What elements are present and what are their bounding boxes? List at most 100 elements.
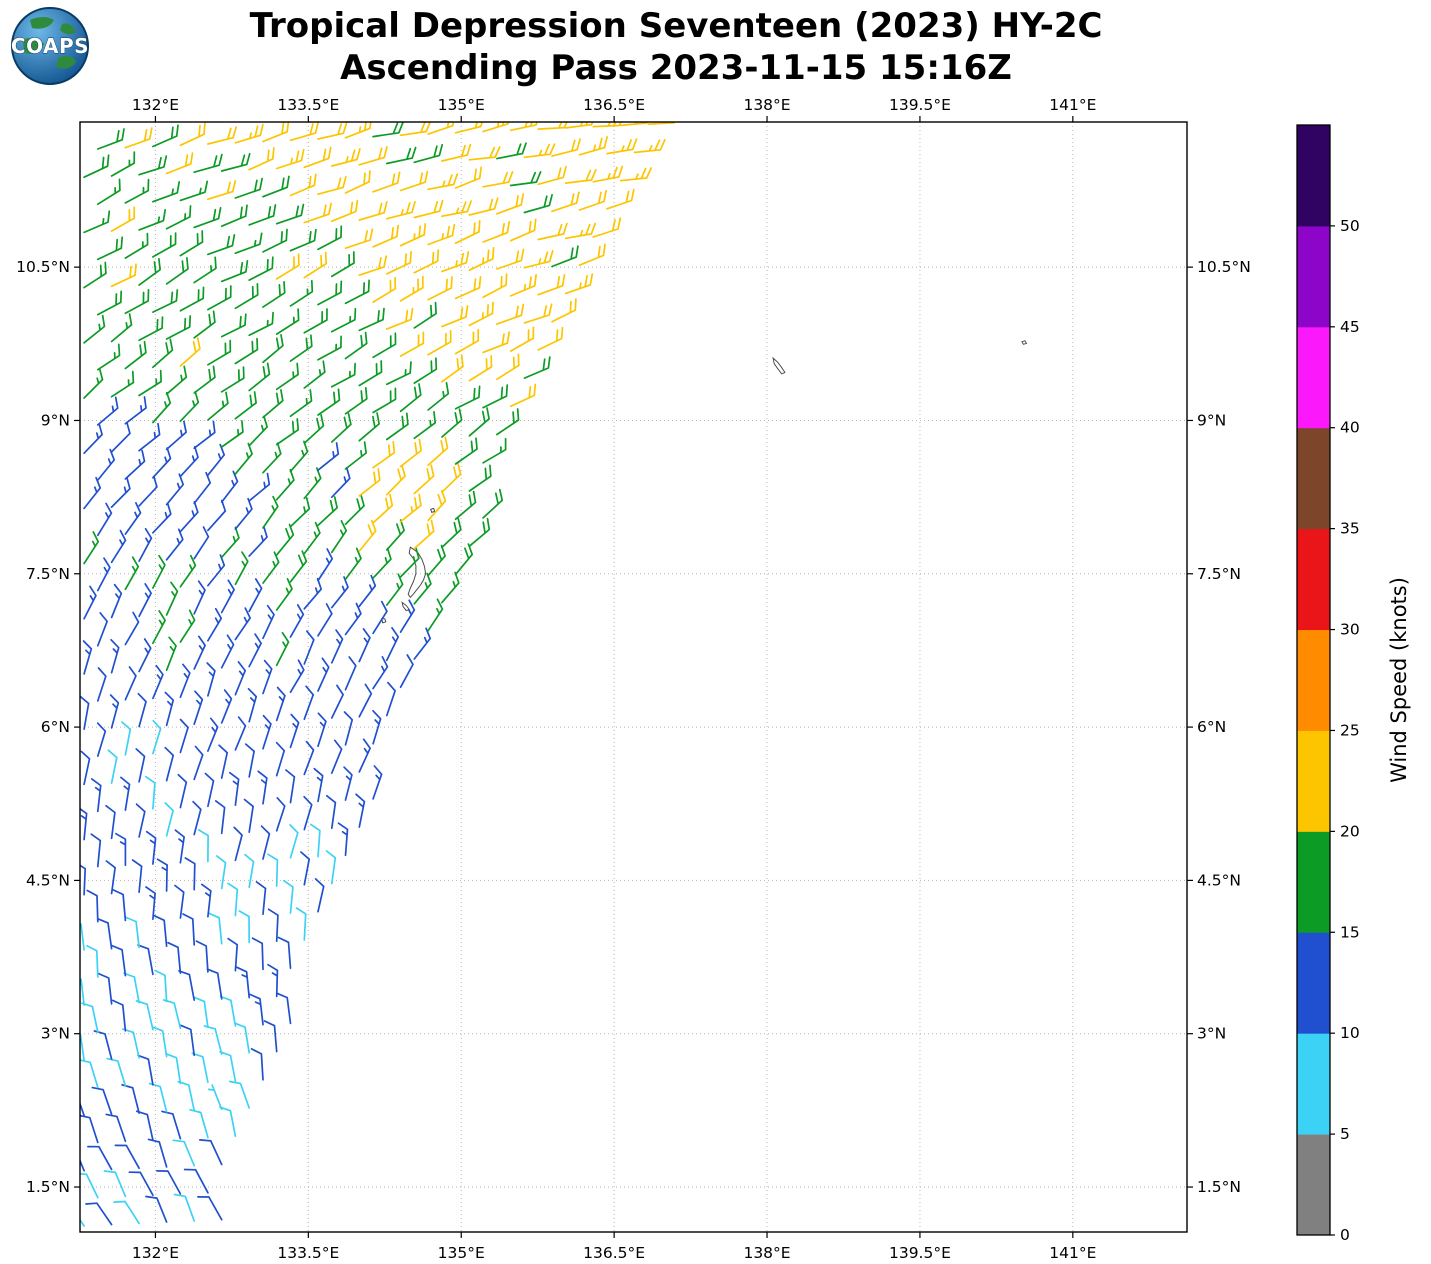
wind-barb: [372, 122, 404, 138]
colorbar-frame: [1296, 124, 1331, 1236]
y-tick-label-right: 9°N: [1197, 411, 1226, 429]
wind-barb: [96, 290, 123, 316]
wind-barb: [201, 883, 212, 918]
wind-barb: [110, 583, 123, 619]
wind-barb: [330, 199, 359, 223]
wind-barb: [496, 248, 525, 270]
wind-barb: [96, 236, 124, 261]
wind-barb: [509, 326, 535, 352]
wind-barb: [482, 384, 509, 409]
wind-barb: [80, 695, 90, 730]
wind-barb: [184, 857, 196, 891]
wind-barb: [80, 1114, 99, 1144]
wind-barb: [206, 968, 223, 1000]
wind-barb: [85, 1202, 113, 1226]
y-tick-label-right: 7.5°N: [1197, 565, 1241, 583]
wind-barb: [248, 472, 271, 502]
wind-barb: [228, 1080, 251, 1109]
wind-barb: [179, 663, 191, 699]
wind-barb: [267, 853, 279, 887]
wind-barb: [399, 493, 422, 523]
wind-barb: [137, 944, 154, 976]
wind-barb: [592, 122, 622, 128]
wind-barb: [399, 170, 429, 192]
wind-barb: [234, 497, 253, 530]
wind-barb: [358, 412, 380, 442]
colorbar-tick-label: 30: [1340, 621, 1360, 639]
y-tick-label-right: 6°N: [1197, 718, 1226, 736]
wind-barb: [179, 554, 197, 588]
wind-barb: [198, 1139, 223, 1166]
wind-barb: [303, 202, 332, 224]
wind-barb: [110, 206, 136, 232]
wind-barb: [80, 1172, 99, 1199]
wind-barb: [144, 775, 156, 810]
wind-barb: [203, 1025, 223, 1055]
y-tick-label-right: 1.5°N: [1197, 1178, 1241, 1196]
wind-barb: [248, 633, 262, 668]
wind-barb: [220, 420, 244, 448]
wind-barb: [249, 993, 264, 1026]
wind-barb: [358, 468, 381, 497]
wind-barb: [174, 829, 185, 864]
wind-barb: [262, 495, 279, 529]
wind-barb: [121, 1083, 140, 1114]
wind-barb: [233, 826, 243, 862]
wind-barb: [633, 138, 666, 154]
y-tick-label-left: 6°N: [41, 718, 70, 736]
wind-barb: [468, 247, 495, 272]
wind-barb: [80, 922, 85, 951]
wind-barb: [80, 978, 85, 1006]
wind-barb: [81, 1002, 99, 1033]
wind-barb: [262, 122, 290, 143]
wind-barb: [183, 1168, 209, 1194]
wind-barb: [216, 855, 227, 890]
wind-barb: [358, 360, 383, 387]
wind-barb: [244, 853, 255, 889]
wind-barb: [358, 146, 388, 166]
wind-barb: [325, 794, 337, 830]
wind-barb: [257, 770, 268, 805]
wind-barb: [152, 232, 177, 258]
colorbar-segment: [1297, 1134, 1330, 1236]
wind-barb: [551, 298, 577, 323]
y-tick-label-left: 3°N: [41, 1025, 70, 1043]
wind-barb: [207, 339, 232, 366]
wind-barb: [385, 464, 406, 496]
wind-barb: [303, 795, 313, 831]
wind-barb: [454, 490, 477, 521]
wind-barb: [372, 171, 401, 193]
wind-barb: [482, 273, 508, 299]
wind-barb: [218, 744, 229, 779]
colorbar-tick-label: 50: [1340, 217, 1360, 235]
wind-barb: [295, 907, 307, 941]
wind-barb: [179, 230, 204, 257]
wind-barb: [330, 412, 352, 443]
wind-barb: [107, 749, 118, 784]
wind-barb: [138, 208, 167, 231]
wind-barb: [96, 178, 121, 206]
wind-barb: [275, 417, 300, 446]
wind-barb: [138, 583, 152, 618]
wind-barb: [427, 436, 449, 467]
wind-barb: [262, 442, 282, 474]
wind-barb: [152, 664, 164, 700]
wind-barb: [303, 308, 328, 334]
wind-barb: [120, 776, 131, 811]
wind-barb: [303, 740, 315, 776]
wind-barb: [112, 889, 127, 922]
y-tick-label-right: 10.5°N: [1197, 258, 1251, 276]
wind-barb: [156, 1170, 182, 1195]
wind-barb: [441, 571, 460, 604]
wind-barb: [289, 713, 300, 749]
wind-barb: [441, 408, 463, 438]
wind-barb: [151, 1026, 168, 1058]
wind-barb: [165, 152, 194, 175]
wind-barb: [399, 383, 422, 413]
wind-barb: [317, 280, 343, 306]
wind-barb: [385, 412, 409, 441]
wind-barb: [441, 462, 462, 494]
wind-barb: [165, 1052, 182, 1085]
wind-barb: [124, 289, 150, 315]
